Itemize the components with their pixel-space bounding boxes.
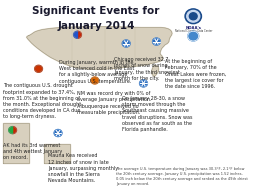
Circle shape [91, 77, 99, 84]
Text: Mauna Kea received
12 inches of snow in late
January, surpassing monthly
snowfal: Mauna Kea received 12 inches of snow in … [48, 153, 118, 183]
Text: On January 28-30, a snow
storm moved through the
Southeast causing massive
trave: On January 28-30, a snow storm moved thr… [122, 96, 192, 132]
Text: During January, warmth in the
West balanced cold in the East
for a slightly-belo: During January, warmth in the West balan… [59, 60, 134, 84]
Text: The contiguous U.S. drought
footprint expanded to 37.4%,
from 31.0% at the begin: The contiguous U.S. drought footprint ex… [3, 83, 81, 119]
Polygon shape [27, 27, 172, 69]
Text: January 2014: January 2014 [57, 21, 135, 31]
Wedge shape [9, 127, 13, 134]
Wedge shape [74, 31, 78, 38]
Circle shape [187, 10, 200, 22]
Circle shape [122, 40, 130, 47]
Text: NM was record dry with 0% of
average January precipitation.
Albuquerque received: NM was record dry with 0% of average Jan… [78, 91, 152, 115]
Circle shape [35, 65, 42, 72]
Circle shape [188, 31, 199, 41]
Text: At the beginning of
February, 70% of the
Great Lakes were frozen,
the largest ic: At the beginning of February, 70% of the… [165, 59, 226, 89]
Text: AK had its 3rd warmest
and 4th wettest January
on record.: AK had its 3rd warmest and 4th wettest J… [3, 143, 62, 160]
Wedge shape [78, 31, 81, 38]
Text: Significant Events for: Significant Events for [32, 5, 160, 15]
Text: National Climatic Data Center: National Climatic Data Center [175, 29, 212, 33]
Polygon shape [44, 144, 70, 163]
Circle shape [153, 38, 160, 45]
Circle shape [189, 13, 197, 20]
Circle shape [54, 130, 62, 137]
Text: Chicago received 32.7
inches of snow during
January, the third snowiest
month fo: Chicago received 32.7 inches of snow dur… [114, 57, 180, 81]
Circle shape [185, 9, 201, 24]
Polygon shape [3, 123, 29, 163]
Text: NOAA's: NOAA's [185, 26, 201, 30]
Polygon shape [152, 65, 159, 77]
Circle shape [140, 80, 147, 87]
Wedge shape [13, 127, 16, 134]
Text: The average U.S. temperature during January was 30.3°F, 2.1°F below
the 20th cen: The average U.S. temperature during Janu… [116, 167, 248, 186]
